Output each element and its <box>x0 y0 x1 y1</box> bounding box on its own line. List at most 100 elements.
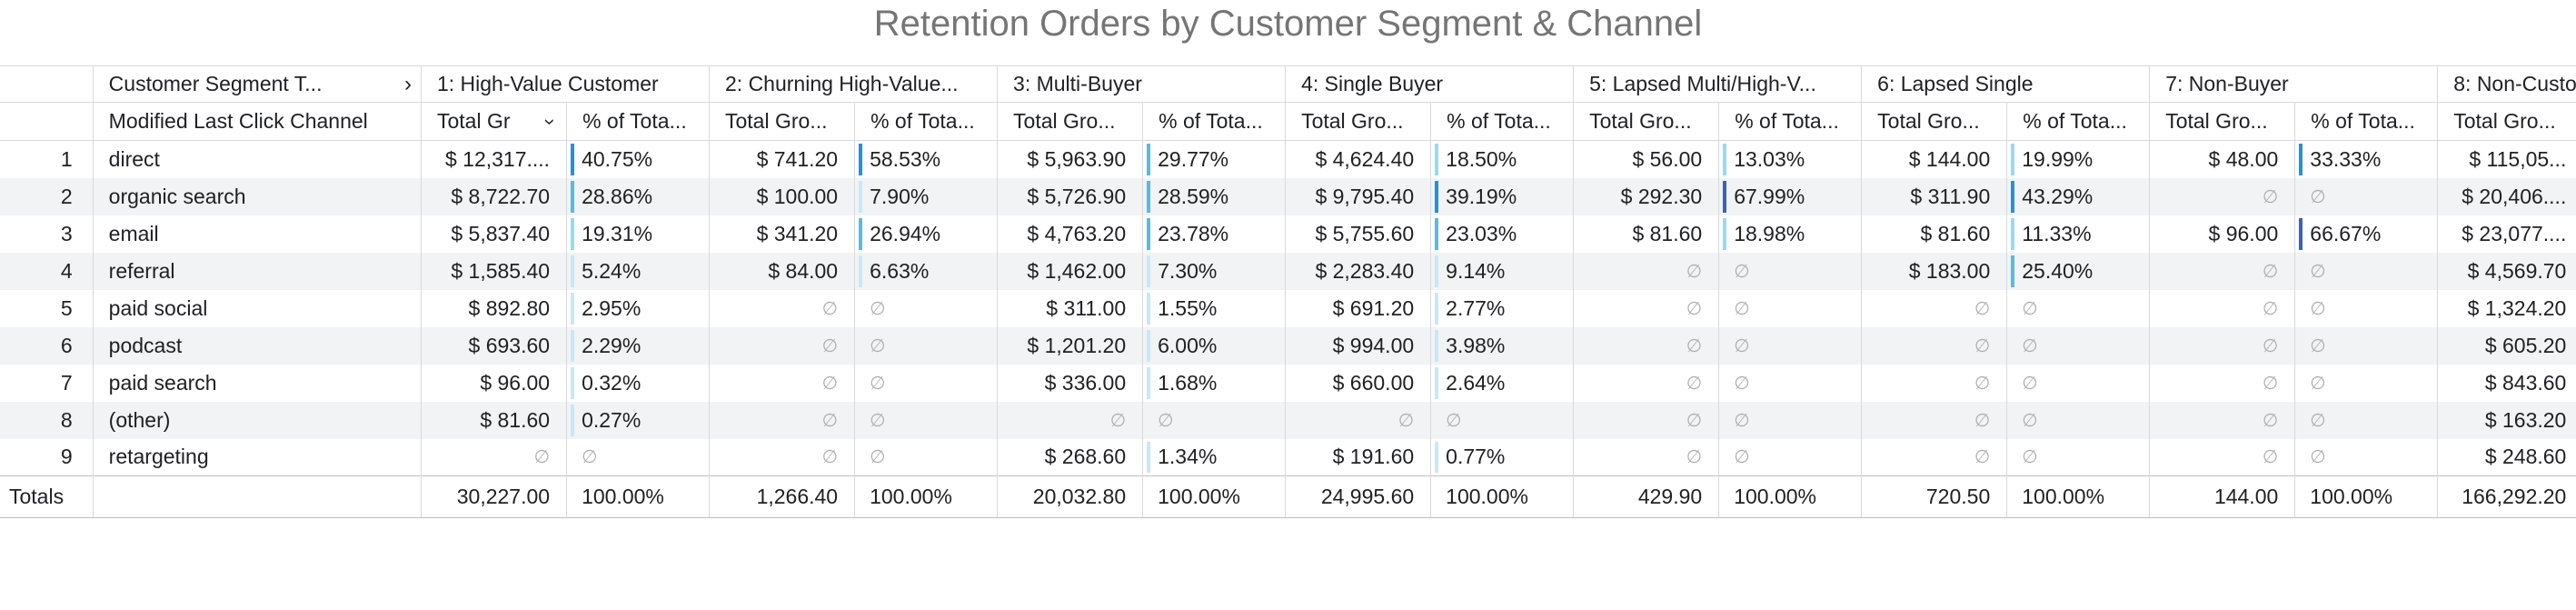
percent-cell: 18.50% <box>1430 140 1574 178</box>
percent-column-header[interactable]: % of Tota... <box>2006 102 2150 141</box>
value-cell: $ 4,763.20 <box>997 215 1143 253</box>
value-cell: $ 20,406.... <box>2437 177 2576 215</box>
value-cell: $ 994.00 <box>1285 326 1431 365</box>
null-value-cell: ∅ <box>1573 401 1719 439</box>
pivot-dimension-header[interactable]: Customer Segment T... › <box>92 65 422 103</box>
channel-cell: (other) <box>92 401 422 439</box>
table-row[interactable]: 4 referral $ 1,585.40 5.24% $ 84.00 6.63% $ 1,… <box>0 252 2576 290</box>
value-cell: $ 5,837.40 <box>420 215 567 253</box>
value-cell: $ 96.00 <box>420 364 567 402</box>
page-title: Retention Orders by Customer Segment & C… <box>873 4 1703 44</box>
percent-value: 28.59% <box>1158 184 1229 208</box>
pivot-table[interactable]: Customer Segment T... › 1: High-Value Cust… <box>0 65 2576 529</box>
table-row[interactable]: 8 (other) $ 81.60 0.27% ∅ ∅ ∅ ∅ ∅ ∅ ∅ ∅ ∅ ∅ ∅ ∅ $ 163.20… <box>0 401 2576 439</box>
value-column-label: Total Gro... <box>725 109 828 133</box>
percent-cell: 66.67% <box>2294 215 2438 253</box>
value-column-label: Total Gro... <box>1013 109 1116 133</box>
null-percent-cell: ∅ <box>2006 326 2150 365</box>
table-row[interactable]: 6 podcast $ 693.60 2.29% ∅ ∅ $ 1,201.20 6.00% $ … <box>0 326 2576 365</box>
percent-heat-bar <box>2011 144 2015 175</box>
segment-header[interactable]: 6: Lapsed Single <box>1861 65 2150 103</box>
percent-heat-bar <box>859 217 863 250</box>
null-value-cell: ∅ <box>1573 326 1719 365</box>
null-value-cell: ∅ <box>2149 289 2295 327</box>
value-cell: $ 341.20 <box>708 215 855 253</box>
value-cell: $ 100.00 <box>708 177 855 215</box>
null-value-cell: ∅ <box>420 438 567 476</box>
value-column-header[interactable]: Total Gro... <box>2437 102 2576 141</box>
value-column-header[interactable]: Total Gro... <box>708 102 855 141</box>
value-cell: $ 23,077.... <box>2437 215 2576 253</box>
segment-header[interactable]: 5: Lapsed Multi/High-V... <box>1573 65 1862 103</box>
percent-cell: 67.99% <box>1718 177 1862 215</box>
null-value-cell: ∅ <box>1861 289 2007 327</box>
percent-column-header[interactable]: % of Tota... <box>1142 102 1286 141</box>
value-column-header[interactable]: Total Gro... <box>1573 102 1719 141</box>
value-column-header[interactable]: Total Gro... <box>2149 102 2295 141</box>
percent-column-header[interactable]: % of Tota... <box>1718 102 1862 141</box>
segment-header[interactable]: 7: Non-Buyer <box>2149 65 2438 103</box>
row-number: 5 <box>60 295 73 320</box>
percent-column-header[interactable]: % of Tota... <box>566 102 710 141</box>
table-row[interactable]: 5 paid social $ 892.80 2.95% ∅ ∅ $ 311.00 1.55%… <box>0 289 2576 327</box>
null-value-cell: ∅ <box>2149 177 2295 215</box>
percent-value: 2.95% <box>582 295 642 320</box>
total-percent-cell: 100.00% <box>2006 475 2150 518</box>
table-row[interactable]: 7 paid search $ 96.00 0.32% ∅ ∅ $ 336.00 1.68% $… <box>0 364 2576 402</box>
null-percent-cell: ∅ <box>2294 177 2438 215</box>
percent-cell: 28.59% <box>1142 177 1286 215</box>
total-percent-cell: 100.00% <box>2294 475 2438 518</box>
value-column-label: Total Gro... <box>1877 109 1980 133</box>
percent-heat-bar <box>1147 366 1151 399</box>
table-row[interactable]: 3 email $ 5,837.40 19.31% $ 341.20 26.94% $ 4,… <box>0 215 2576 253</box>
total-percent-cell: 100.00% <box>1430 475 1574 518</box>
percent-value: 3.98% <box>1446 333 1506 357</box>
value-column-header[interactable]: Total Gr › <box>420 102 567 141</box>
total-value-cell: 429.90 <box>1573 475 1719 518</box>
chevron-right-icon[interactable]: › <box>403 71 412 96</box>
percent-cell: 18.98% <box>1718 215 1862 253</box>
table-row[interactable]: 2 organic search $ 8,722.70 28.86% $ 100.00 7… <box>0 177 2576 215</box>
row-dimension-header[interactable]: Modified Last Click Channel <box>92 102 422 141</box>
percent-value: 25.40% <box>2022 258 2094 283</box>
percent-column-header[interactable]: % of Tota... <box>2294 102 2438 141</box>
segment-header[interactable]: 3: Multi-Buyer <box>997 65 1286 103</box>
segment-header[interactable]: 4: Single Buyer <box>1285 65 1574 103</box>
value-column-header[interactable]: Total Gro... <box>1285 102 1431 141</box>
percent-column-header[interactable]: % of Tota... <box>854 102 998 141</box>
channel-cell: email <box>92 215 422 253</box>
null-percent-cell: ∅ <box>2006 364 2150 402</box>
value-column-header[interactable]: Total Gro... <box>1861 102 2007 141</box>
null-percent-cell: ∅ <box>854 289 998 327</box>
value-cell: $ 144.00 <box>1861 140 2007 178</box>
value-cell: $ 2,283.40 <box>1285 252 1431 290</box>
segment-header[interactable]: 8: Non-Customer <box>2437 65 2576 103</box>
null-percent-cell: ∅ <box>2006 289 2150 327</box>
segment-header[interactable]: 1: High-Value Customer <box>420 65 710 103</box>
value-cell: $ 1,585.40 <box>420 252 567 290</box>
value-column-label: Total Gro... <box>2165 109 2268 133</box>
null-percent-cell: ∅ <box>2294 252 2438 290</box>
table-row[interactable]: 9 retargeting ∅ ∅ ∅ ∅ $ 268.60 1.34% $ 191.60 0.7… <box>0 438 2576 476</box>
value-column-header[interactable]: Total Gro... <box>997 102 1143 141</box>
percent-column-header[interactable]: % of Tota... <box>1430 102 1574 141</box>
segment-header[interactable]: 2: Churning High-Value... <box>708 65 998 103</box>
pivot-table-grid: Customer Segment T... › 1: High-Value Cust… <box>0 65 2576 518</box>
channel-cell: paid search <box>92 364 422 402</box>
value-cell: $ 12,317.... <box>420 140 567 178</box>
percent-heat-bar <box>571 329 575 362</box>
percent-value: 0.27% <box>582 407 642 432</box>
table-row[interactable]: 1 direct $ 12,317.... 40.75% $ 741.20 58.53% $… <box>0 140 2576 178</box>
percent-value: 1.68% <box>1158 370 1218 395</box>
percent-heat-bar <box>1147 217 1151 250</box>
value-column-label: Total Gro... <box>1301 109 1404 133</box>
percent-cell: 0.32% <box>566 364 710 402</box>
percent-cell: 7.90% <box>854 177 998 215</box>
value-cell: $ 4,624.40 <box>1285 140 1431 178</box>
percent-heat-bar <box>571 144 575 175</box>
percent-heat-bar <box>1147 144 1151 175</box>
percent-cell: 0.77% <box>1430 438 1574 476</box>
value-cell: $ 81.60 <box>1861 215 2007 253</box>
sort-chevron-icon[interactable]: › <box>539 117 562 125</box>
totals-row: Totals 30,227.00 100.00% 1,266.40 100.00% 20,… <box>0 475 2576 518</box>
